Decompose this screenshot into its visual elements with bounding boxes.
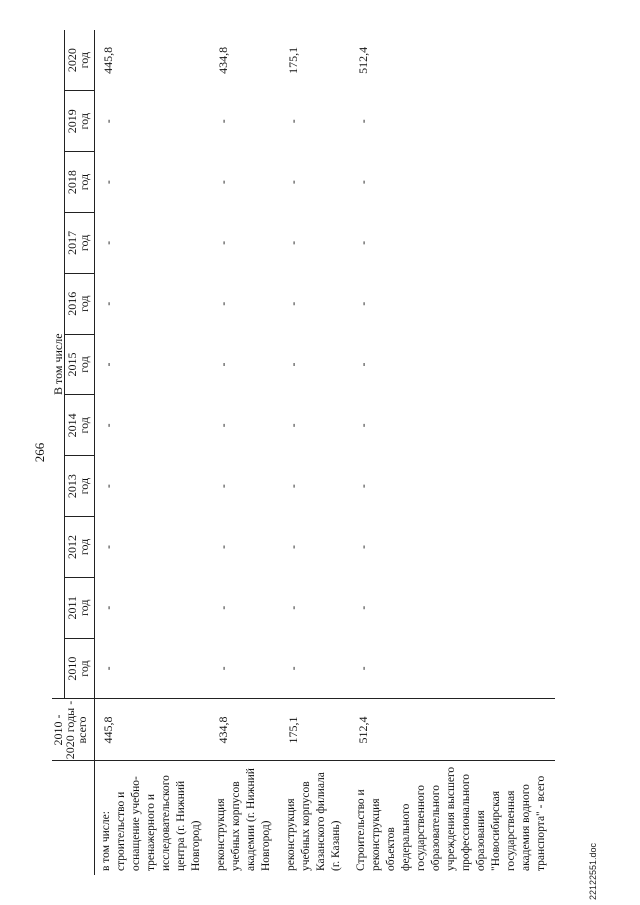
year-value-2012: - xyxy=(101,544,115,549)
year-value-2010: - xyxy=(356,666,370,671)
year-header-line: год xyxy=(77,538,91,556)
year-value-2020: 175,1 xyxy=(286,46,300,74)
year-value-2011: - xyxy=(101,605,115,610)
rotated-page: 266 2010 - 2020 годы - всего В том числе… xyxy=(30,30,620,875)
year-value-2016: - xyxy=(216,301,230,306)
year-value-2010: - xyxy=(216,666,230,671)
year-value-2018: - xyxy=(356,180,370,185)
row-description-text: в том числе: строительство и оснащение у… xyxy=(100,775,202,871)
row-total: 512,4 xyxy=(350,698,555,761)
row-description: в том числе: строительство и оснащение у… xyxy=(94,760,210,875)
year-header-line: год xyxy=(77,599,91,616)
year-value-2014: - xyxy=(356,423,370,428)
year-value-2016: - xyxy=(101,301,115,306)
year-value-2013: - xyxy=(101,484,115,489)
document-footer: 22122551.doc xyxy=(588,842,598,900)
year-value-2016: - xyxy=(286,301,300,306)
table-body: в том числе: строительство и оснащение у… xyxy=(94,30,555,875)
year-value-2012: - xyxy=(286,544,300,549)
year-header-5: 2015 год xyxy=(64,334,95,395)
year-header-8: 2018 год xyxy=(64,151,95,213)
year-value-2014: - xyxy=(101,423,115,428)
year-value-2017: - xyxy=(101,240,115,245)
budget-table: 2010 - 2020 годы - всего В том числе 201… xyxy=(51,30,555,875)
year-value-2019: - xyxy=(216,119,230,124)
year-header-line: год xyxy=(77,173,91,191)
year-header-4: 2014 год xyxy=(64,394,95,456)
year-value-2015: - xyxy=(216,362,230,367)
year-header-line: год xyxy=(77,295,91,312)
year-value-2015: - xyxy=(286,362,300,367)
year-header-line: год xyxy=(77,417,91,434)
year-value-2020: 434,8 xyxy=(216,46,230,74)
year-value-2010: - xyxy=(286,666,300,671)
year-value-2019: - xyxy=(286,119,300,124)
year-value-2010: - xyxy=(101,666,115,671)
year-value-2014: - xyxy=(216,423,230,428)
page-number: 266 xyxy=(32,442,47,463)
year-header-2: 2012 год xyxy=(64,516,95,578)
year-header-1: 2011 год xyxy=(64,577,95,639)
year-value-2018: - xyxy=(101,180,115,185)
year-header-line: год xyxy=(77,234,91,252)
year-header-0: 2010 год xyxy=(64,638,95,699)
year-value-2014: - xyxy=(286,423,300,428)
year-value-2019: - xyxy=(101,119,115,124)
year-header-7: 2017 год xyxy=(64,212,95,274)
year-header-line: год xyxy=(77,477,91,495)
year-header-6: 2016 год xyxy=(64,273,95,335)
row-description-text: реконструкция учебных корпусов академии … xyxy=(215,768,272,871)
year-header-line: год xyxy=(77,356,91,373)
year-header-line: год xyxy=(77,113,91,130)
year-value-2018: - xyxy=(286,180,300,185)
year-header-line: год xyxy=(77,51,91,69)
row-total: 445,8 xyxy=(94,698,210,761)
year-value-2013: - xyxy=(356,484,370,489)
year-header-3: 2013 год xyxy=(64,455,95,517)
year-value-2017: - xyxy=(356,240,370,245)
row-description: реконструкция учебных корпусов академии … xyxy=(210,760,280,875)
table-row: реконструкция учебных корпусов академии … xyxy=(210,30,280,875)
row-description-text: Строительство и реконструкция объектов ф… xyxy=(355,766,547,871)
year-value-2013: - xyxy=(216,484,230,489)
year-value-2019: - xyxy=(356,119,370,124)
row-description-text: реконструкция учебных корпусов Казанског… xyxy=(285,772,342,871)
year-header-9: 2019 год xyxy=(64,90,95,152)
year-value-2015: - xyxy=(356,362,370,367)
year-value-2018: - xyxy=(216,180,230,185)
year-header-line: год xyxy=(77,660,91,677)
year-value-2015: - xyxy=(101,362,115,367)
year-value-2011: - xyxy=(216,605,230,610)
table-row: в том числе: строительство и оснащение у… xyxy=(94,30,210,875)
year-header-10: 2020 год xyxy=(64,30,95,91)
year-value-2011: - xyxy=(286,605,300,610)
year-value-2012: - xyxy=(216,544,230,549)
row-total: 434,8 xyxy=(210,698,280,761)
row-total: 175,1 xyxy=(280,698,350,761)
year-value-2012: - xyxy=(356,544,370,549)
year-value-2011: - xyxy=(356,605,370,610)
year-value-2017: - xyxy=(216,240,230,245)
year-value-2020: 445,8 xyxy=(101,46,115,74)
table-row: Строительство и реконструкция объектов ф… xyxy=(350,30,555,875)
table-row: реконструкция учебных корпусов Казанског… xyxy=(280,30,350,875)
description-header xyxy=(52,760,95,875)
year-value-2020: 512,4 xyxy=(356,46,370,74)
group-header: В том числе xyxy=(51,30,65,699)
row-description: реконструкция учебных корпусов Казанског… xyxy=(280,760,350,875)
total-column-header: 2010 - 2020 годы - всего xyxy=(51,698,95,761)
total-header-line-3: всего xyxy=(75,716,89,744)
year-value-2016: - xyxy=(356,301,370,306)
year-value-2013: - xyxy=(286,484,300,489)
row-description: Строительство и реконструкция объектов ф… xyxy=(350,760,555,875)
year-value-2017: - xyxy=(286,240,300,245)
